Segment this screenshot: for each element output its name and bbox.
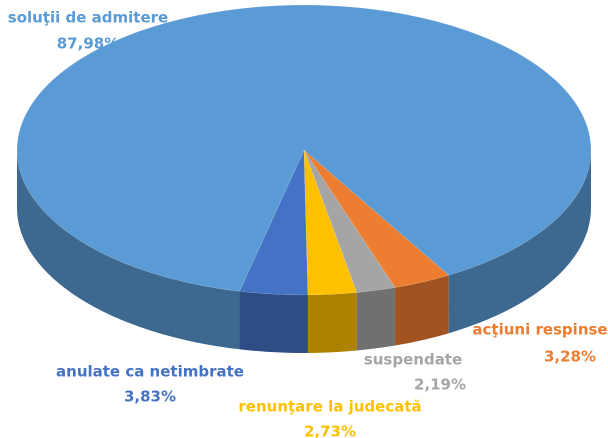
slice bbox=[303, 149, 358, 296]
slice-side bbox=[239, 291, 308, 353]
slice-side-shade bbox=[356, 287, 396, 351]
category-label: suspendate bbox=[364, 351, 462, 369]
slice-side bbox=[17, 150, 240, 350]
value-label: 3,83% bbox=[124, 388, 176, 406]
category-label: renunţare la judecată bbox=[238, 398, 421, 416]
category-label: acţiuni respinse bbox=[472, 321, 607, 339]
slice bbox=[16, 4, 592, 292]
value-label: 3,28% bbox=[544, 348, 596, 366]
value-label: 2,73% bbox=[304, 423, 356, 438]
slice-side bbox=[356, 287, 396, 351]
slice bbox=[239, 149, 309, 296]
slice-side-shade bbox=[395, 275, 449, 346]
slice bbox=[303, 149, 396, 293]
slice-side bbox=[448, 150, 591, 334]
slice-side-shade bbox=[448, 150, 591, 334]
category-label: anulate ca netimbrate bbox=[56, 363, 244, 381]
slice-side-shade bbox=[239, 291, 308, 353]
slice-side-shade bbox=[307, 292, 357, 353]
value-label: 87,98% bbox=[57, 35, 119, 53]
slice-side bbox=[307, 292, 357, 353]
value-label: 2,19% bbox=[414, 376, 466, 394]
slice bbox=[303, 149, 450, 288]
slice-side-shade bbox=[17, 150, 240, 350]
slice-side bbox=[395, 275, 449, 346]
category-label: soluţii de admitere bbox=[8, 9, 168, 27]
